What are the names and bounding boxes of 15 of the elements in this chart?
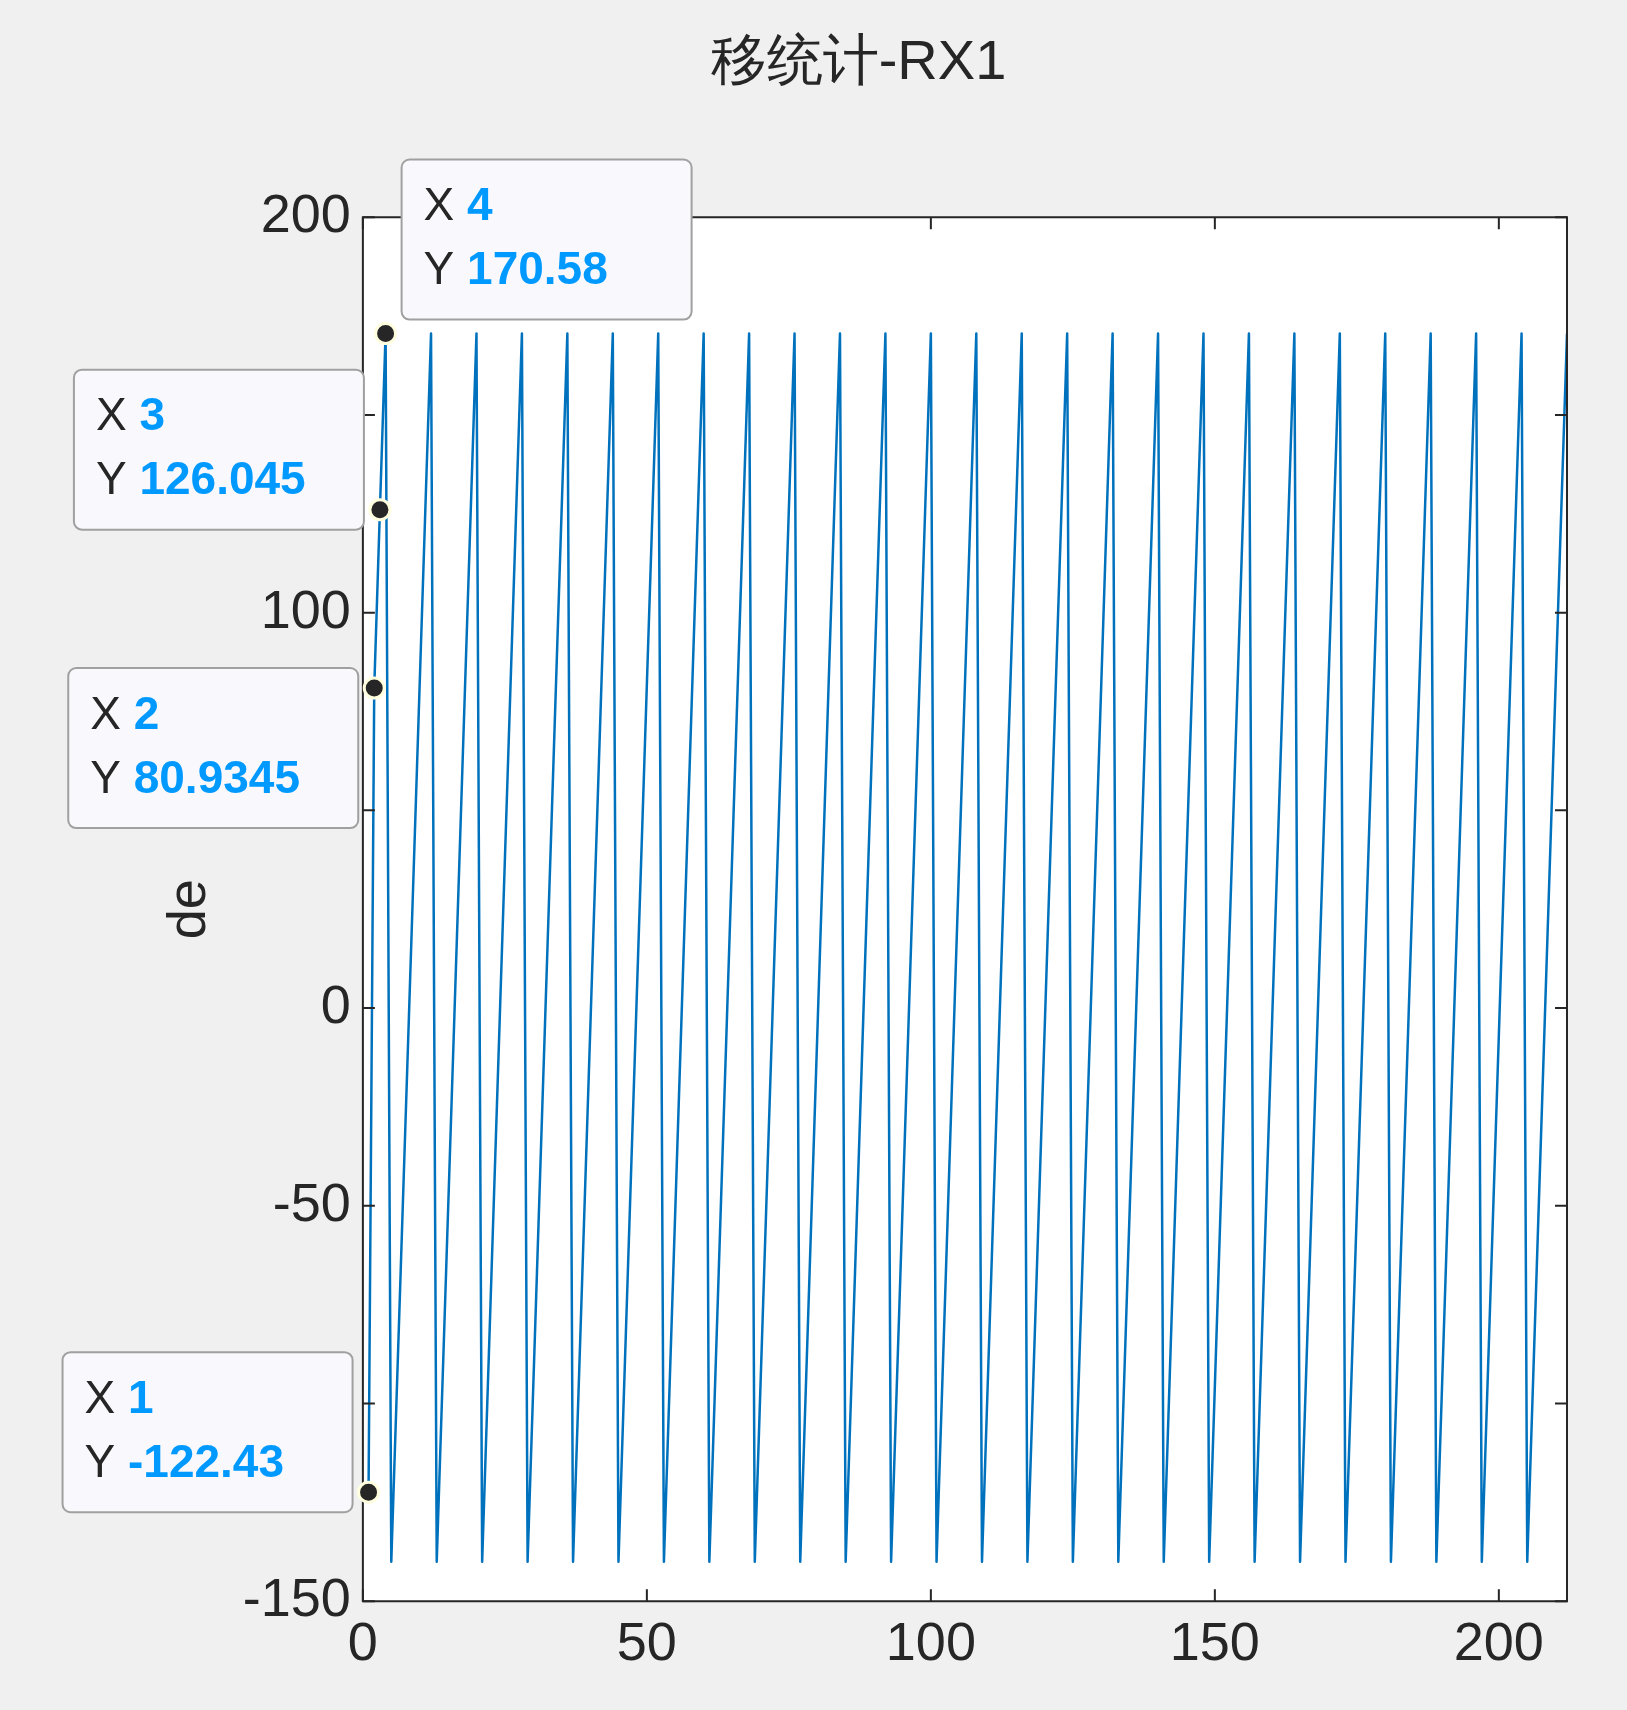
annotation: X 2 Y 80.9345 [90,686,300,803]
x-tick-label: 150 [1169,1611,1260,1672]
y-tick-label: -50 [272,1171,351,1232]
annotation: X 4 Y 170.58 [423,178,608,295]
annotation: X 1 Y -122.43 [84,1370,285,1487]
y-tick-label: 100 [260,578,351,639]
y-tick-label: 0 [320,973,351,1034]
x-tick-label: 200 [1453,1611,1544,1672]
chart-title: 移统计-RX1 [710,28,1007,92]
y-tick-label: 200 [260,183,351,244]
x-tick-label: 100 [885,1611,976,1672]
y-axis-title: de [156,879,217,940]
y-tick-label: -150 [242,1567,351,1628]
x-tick-label: 50 [616,1611,677,1672]
annotation: X 3 Y 126.045 [95,388,306,505]
